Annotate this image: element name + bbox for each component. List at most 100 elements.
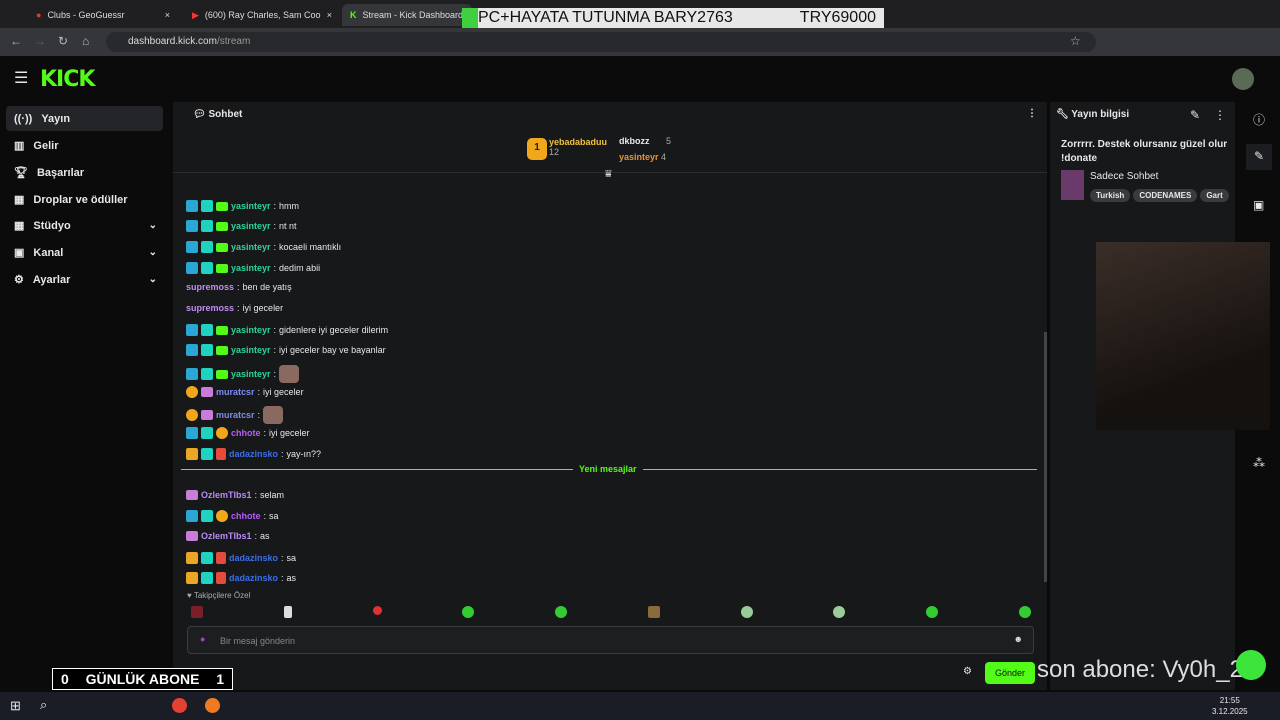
kick-logo[interactable]: KICK bbox=[40, 67, 95, 92]
emote-icon[interactable] bbox=[462, 606, 475, 618]
home-icon[interactable]: ⌂ bbox=[82, 34, 90, 48]
chat-username[interactable]: yasinteyr bbox=[231, 201, 271, 211]
pop-badge-icon[interactable] bbox=[216, 448, 226, 460]
tag[interactable]: Gart bbox=[1200, 189, 1229, 202]
chat-username[interactable]: chhote bbox=[231, 511, 261, 521]
chat-username[interactable]: dadazinsko bbox=[229, 573, 279, 583]
chat-username[interactable]: OzlemTlbs1 bbox=[201, 531, 252, 541]
close-icon[interactable]: × bbox=[164, 10, 170, 20]
avatar[interactable] bbox=[1232, 68, 1254, 90]
chat-username[interactable]: dadazinsko bbox=[229, 553, 279, 563]
chat-username[interactable]: yasinteyr bbox=[231, 242, 271, 252]
vip-badge-icon[interactable] bbox=[186, 448, 198, 460]
leaderboard-top[interactable]: yebadabaduu 12 bbox=[549, 137, 607, 157]
pin-filter-icon[interactable]: ⩸ bbox=[605, 168, 612, 180]
og-badge-icon[interactable] bbox=[201, 448, 213, 460]
mod-badge-icon[interactable] bbox=[186, 220, 198, 232]
star-icon[interactable]: ☆ bbox=[1070, 34, 1081, 48]
chat-username[interactable]: yasinteyr bbox=[231, 345, 271, 355]
settings-icon[interactable]: ⚙ bbox=[963, 666, 972, 677]
sidebar-item-kanal[interactable]: ▣ Kanal ⌄ bbox=[6, 240, 163, 265]
pop-badge-icon[interactable] bbox=[216, 572, 226, 584]
back-icon[interactable]: ← bbox=[10, 34, 22, 48]
windows-start-icon[interactable]: ⊞ bbox=[10, 698, 21, 713]
forward-icon[interactable]: → bbox=[34, 34, 46, 48]
emote-icon[interactable] bbox=[372, 606, 382, 615]
sub-badge-icon[interactable] bbox=[186, 531, 198, 541]
gift-badge-icon[interactable] bbox=[216, 325, 228, 335]
og-badge-icon[interactable] bbox=[201, 572, 213, 584]
edit-icon[interactable]: ✎ bbox=[1246, 144, 1272, 170]
emote-image[interactable] bbox=[263, 406, 284, 424]
chrome-icon[interactable] bbox=[172, 698, 187, 713]
share-icon[interactable]: ⁂ bbox=[1253, 456, 1265, 470]
sub-badge-icon[interactable] bbox=[186, 490, 198, 500]
sidebar-item-studyo[interactable]: ▦ Stüdyo ⌄ bbox=[6, 213, 163, 238]
chat-username[interactable]: yasinteyr bbox=[231, 263, 271, 273]
coin-badge-icon[interactable] bbox=[186, 409, 198, 421]
mod-badge-icon[interactable] bbox=[186, 324, 198, 336]
reload-icon[interactable]: ↻ bbox=[58, 34, 69, 48]
tag[interactable]: Turkish bbox=[1090, 189, 1131, 202]
message-input[interactable]: ● Bir mesaj gönderin ☻ bbox=[187, 626, 1034, 654]
chat-username[interactable]: supremoss bbox=[186, 303, 235, 313]
more-icon[interactable]: ⋮ bbox=[1214, 108, 1226, 122]
close-icon[interactable]: × bbox=[326, 10, 332, 20]
sidebar-item-droplar[interactable]: ▦ Droplar ve ödüller bbox=[6, 187, 163, 212]
send-button[interactable]: Gönder bbox=[985, 662, 1035, 684]
mic-icon[interactable]: ● bbox=[200, 634, 206, 644]
emote-icon[interactable] bbox=[647, 606, 660, 618]
gift-badge-icon[interactable] bbox=[216, 369, 228, 379]
mod-badge-icon[interactable] bbox=[186, 510, 198, 522]
og-badge-icon[interactable] bbox=[201, 262, 213, 274]
tab-geoguessr[interactable]: ● Clubs - GeoGuessr × bbox=[28, 4, 178, 26]
pop-badge-icon[interactable] bbox=[216, 552, 226, 564]
focus-icon[interactable]: ▣ bbox=[1253, 198, 1265, 212]
og-badge-icon[interactable] bbox=[201, 200, 213, 212]
vip-badge-icon[interactable] bbox=[186, 552, 198, 564]
chat-username[interactable]: supremoss bbox=[186, 282, 235, 292]
chat-username[interactable]: muratcsr bbox=[216, 387, 255, 397]
tab-kick-dashboard[interactable]: K Stream - Kick Dashboard bbox=[342, 4, 472, 26]
emote-icon[interactable] bbox=[555, 606, 568, 618]
category-name[interactable]: Sadece Sohbet bbox=[1090, 171, 1159, 182]
mod-badge-icon[interactable] bbox=[186, 262, 198, 274]
tab-youtube[interactable]: ▶ (600) Ray Charles, Sam Coo × bbox=[184, 4, 340, 26]
sub-badge-icon[interactable] bbox=[201, 410, 213, 420]
emote-image[interactable] bbox=[279, 365, 300, 383]
gift-badge-icon[interactable] bbox=[216, 345, 228, 355]
mod-badge-icon[interactable] bbox=[186, 368, 198, 380]
tag[interactable]: CODENAMES bbox=[1133, 189, 1198, 202]
chat-username[interactable]: muratcsr bbox=[216, 410, 255, 420]
sidebar-item-ayarlar[interactable]: ⚙ Ayarlar ⌄ bbox=[6, 267, 163, 292]
scrollbar[interactable] bbox=[1044, 332, 1047, 582]
emote-icon[interactable] bbox=[1018, 606, 1031, 618]
og-badge-icon[interactable] bbox=[201, 427, 213, 439]
emoji-icon[interactable]: ☻ bbox=[1013, 634, 1023, 644]
og-badge-icon[interactable] bbox=[201, 510, 213, 522]
emote-icon[interactable] bbox=[833, 606, 846, 618]
sidebar-item-basarilar[interactable]: 🏆︎ Başarılar bbox=[6, 160, 163, 185]
leaderboard-second[interactable]: dkbozz 5 bbox=[619, 136, 671, 146]
emote-icon[interactable] bbox=[283, 606, 292, 618]
og-badge-icon[interactable] bbox=[201, 344, 213, 356]
chat-username[interactable]: yasinteyr bbox=[231, 369, 271, 379]
og-badge-icon[interactable] bbox=[201, 241, 213, 253]
og-badge-icon[interactable] bbox=[201, 324, 213, 336]
sub-badge-icon[interactable] bbox=[201, 387, 213, 397]
clock[interactable]: 21:55 3.12.2025 bbox=[1212, 695, 1248, 717]
category-thumbnail[interactable] bbox=[1061, 170, 1084, 200]
og-badge-icon[interactable] bbox=[201, 552, 213, 564]
coin-badge-icon[interactable] bbox=[216, 427, 228, 439]
gift-badge-icon[interactable] bbox=[216, 263, 228, 273]
chat-username[interactable]: dadazinsko bbox=[229, 449, 279, 459]
vip-badge-icon[interactable] bbox=[186, 572, 198, 584]
mod-badge-icon[interactable] bbox=[186, 427, 198, 439]
info-icon[interactable]: ⓘ bbox=[1253, 113, 1266, 127]
coin-badge-icon[interactable] bbox=[186, 386, 198, 398]
chat-username[interactable]: yasinteyr bbox=[231, 221, 271, 231]
emote-icon[interactable] bbox=[191, 606, 203, 618]
sidebar-item-yayin[interactable]: ((·)) Yayın bbox=[6, 106, 163, 131]
gift-badge-icon[interactable] bbox=[216, 242, 228, 252]
sidebar-item-gelir[interactable]: ▥ Gelir bbox=[6, 133, 163, 158]
